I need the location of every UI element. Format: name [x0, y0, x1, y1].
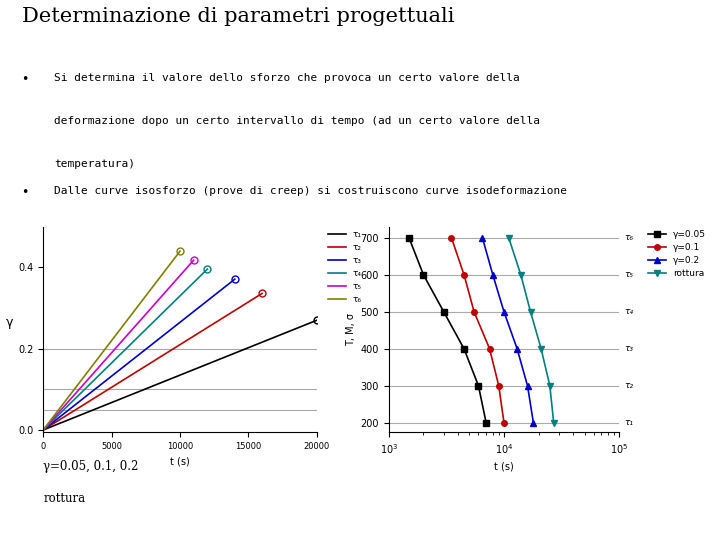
Text: τ₅: τ₅: [624, 271, 633, 279]
Text: •: •: [22, 72, 29, 85]
Text: Determinazione di parametri progettuali: Determinazione di parametri progettuali: [22, 7, 454, 26]
X-axis label: t (s): t (s): [494, 461, 514, 471]
Text: γ=0.05, 0.1, 0.2: γ=0.05, 0.1, 0.2: [43, 460, 138, 473]
Text: •: •: [22, 186, 29, 199]
Text: Dalle curve isosforzo (prove di creep) si costruiscono curve isodeformazione: Dalle curve isosforzo (prove di creep) s…: [54, 186, 567, 196]
Text: τ₆: τ₆: [624, 233, 633, 242]
Text: Si determina il valore dello sforzo che provoca un certo valore della: Si determina il valore dello sforzo che …: [54, 72, 520, 83]
Y-axis label: γ: γ: [6, 316, 14, 329]
Text: τ₃: τ₃: [624, 345, 633, 353]
X-axis label: t (s): t (s): [170, 456, 190, 466]
Y-axis label: T, M, σ: T, M, σ: [346, 313, 356, 346]
Text: deformazione dopo un certo intervallo di tempo (ad un certo valore della: deformazione dopo un certo intervallo di…: [54, 116, 540, 126]
Legend: γ=0.05, γ=0.1, γ=0.2, rottura: γ=0.05, γ=0.1, γ=0.2, rottura: [647, 230, 707, 279]
Text: τ₄: τ₄: [624, 307, 633, 316]
Text: τ₂: τ₂: [624, 381, 633, 390]
Text: temperatura): temperatura): [54, 159, 135, 169]
Legend: τ₁, τ₂, τ₃, τ₄, τ₅, τ₆: τ₁, τ₂, τ₃, τ₄, τ₅, τ₆: [327, 230, 363, 306]
Text: τ₁: τ₁: [624, 418, 633, 427]
Text: rottura: rottura: [43, 492, 86, 505]
